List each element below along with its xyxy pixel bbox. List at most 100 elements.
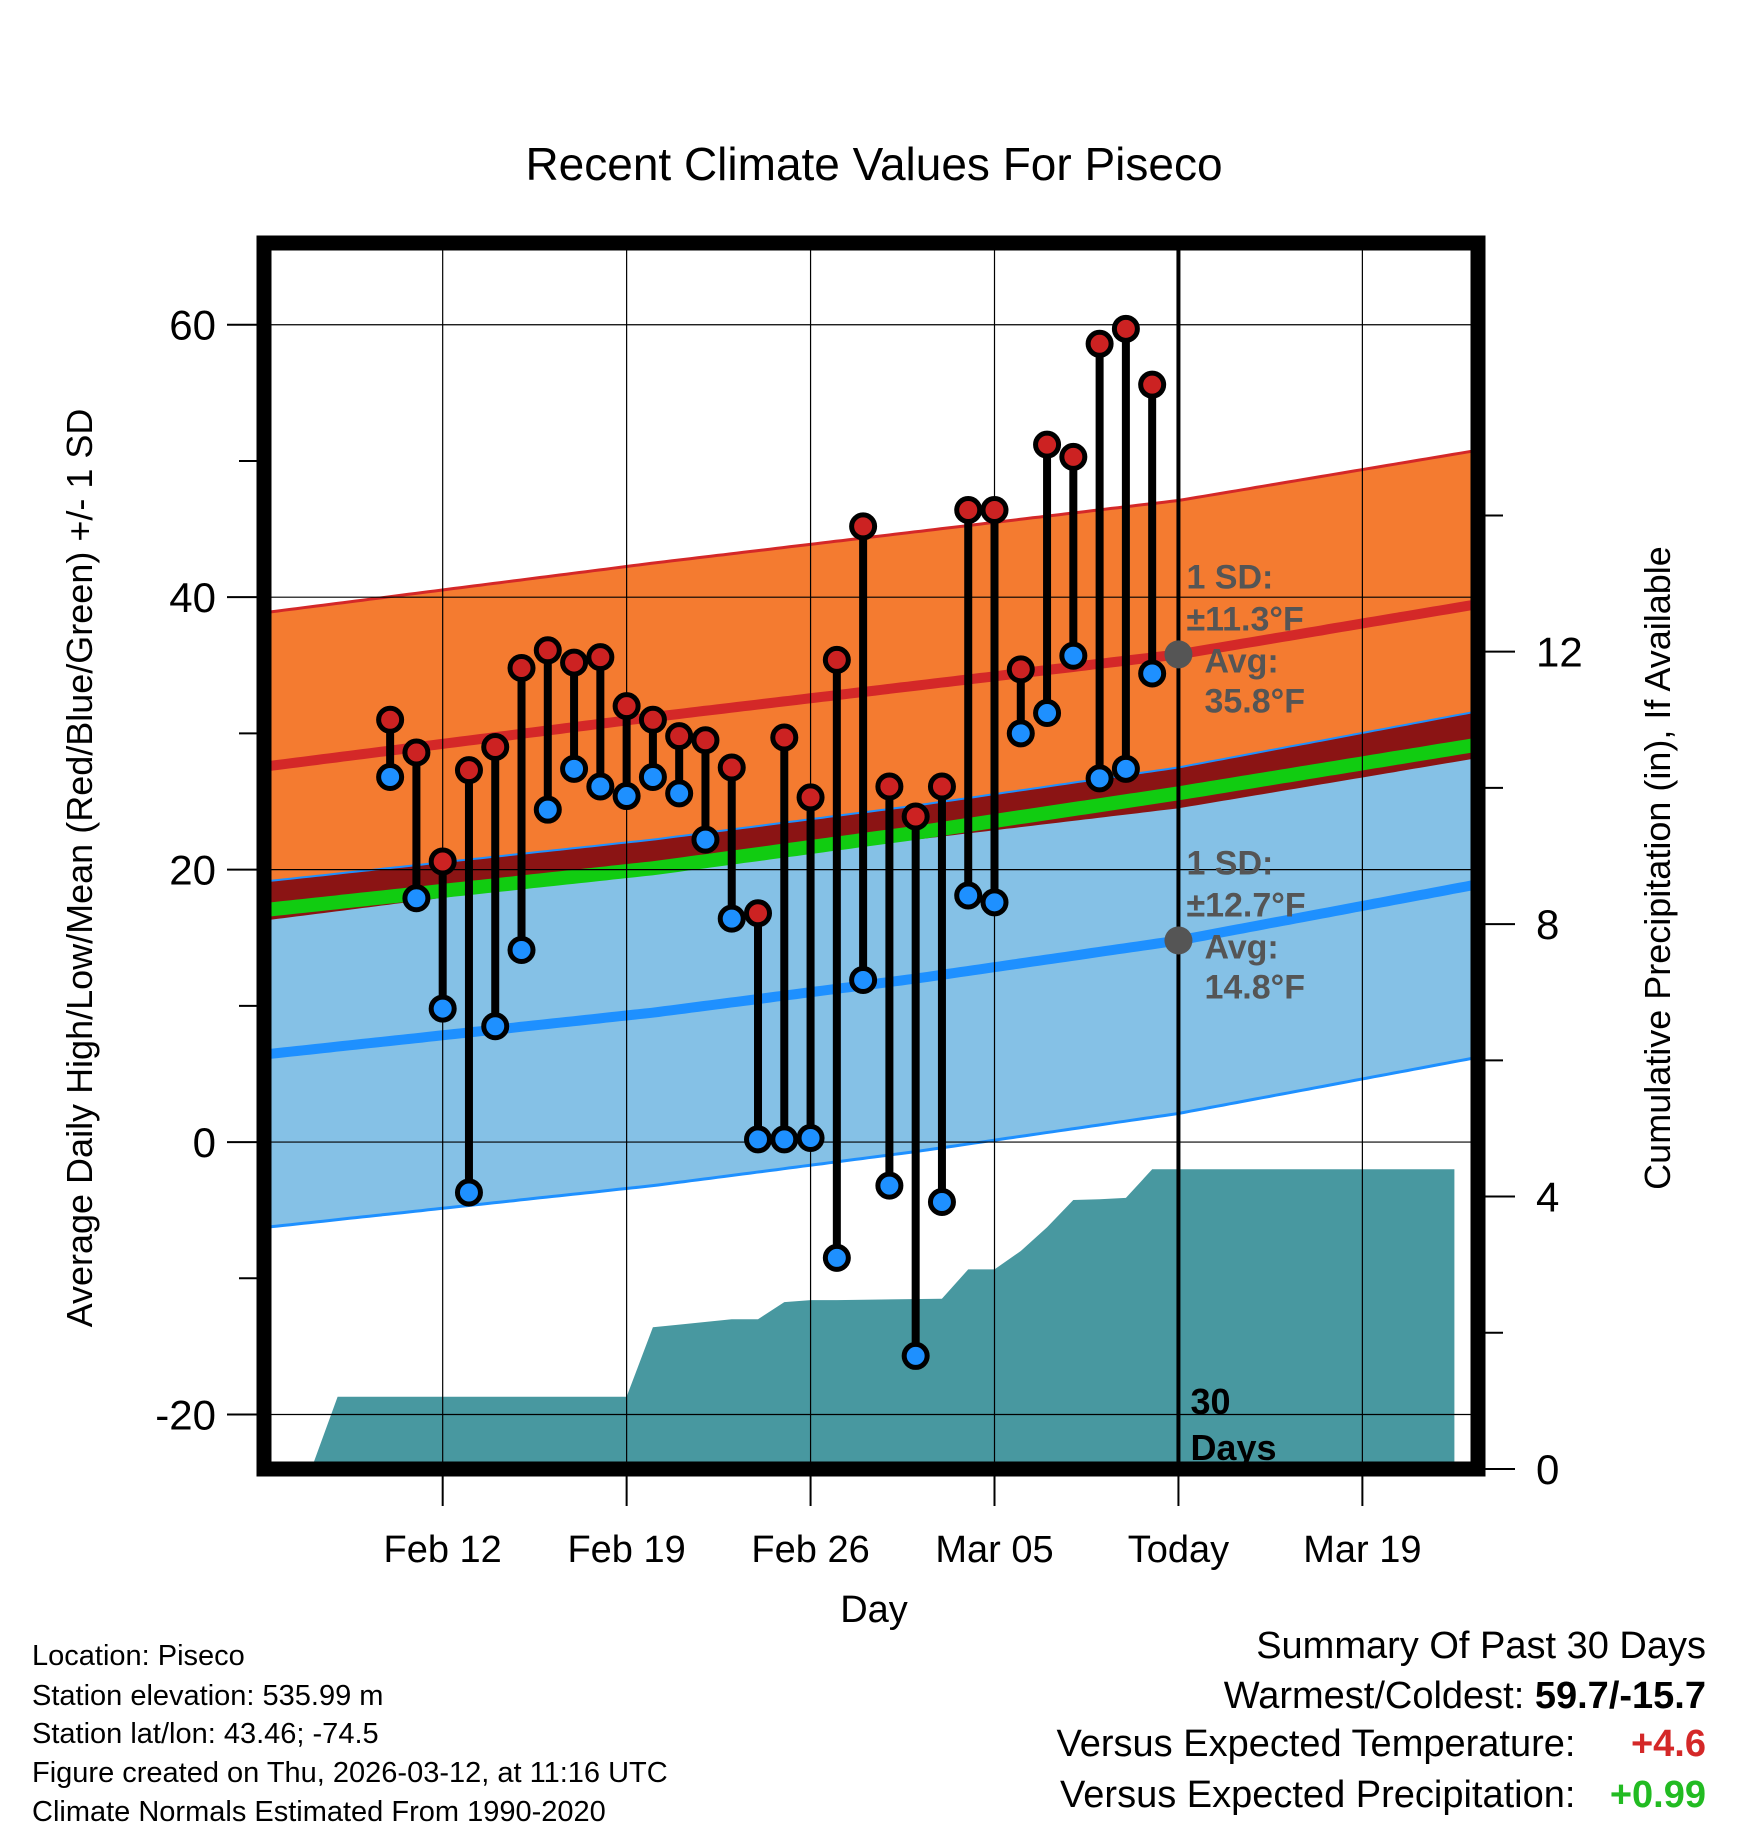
low-sd-value: ±12.7°F [1186,886,1305,924]
high-sd-label: 1 SD: [1186,558,1273,596]
y2-tick-label: 12 [1536,629,1583,676]
daily-low-point [612,782,641,811]
daily-low-point [980,888,1009,917]
axes: -20 0 20 40 60 0 4 8 12 Feb 12 Feb 19 Feb 26 Mar 05 T… [155,235,1583,1571]
summary-precip: Versus Expected Precipitation: +0.99 [1060,1774,1706,1817]
daily-high-point [1085,329,1114,358]
daily-low-point [1085,764,1114,793]
daily-low-point [376,762,405,791]
daily-low-point [1111,754,1140,783]
station-latlon: Station lat/lon: 43.46; -74.5 [32,1718,379,1750]
daily-high-point [1059,442,1088,471]
y2-axis-label: Cumulative Precipitation (in), If Availa… [1637,546,1678,1190]
daily-low-point [454,1178,483,1207]
band-overlap [264,712,1473,921]
daily-low-point [927,1188,956,1217]
daily-low-point [770,1125,799,1154]
daily-high-point [875,772,904,801]
warm-cold-label: Warmest/Coldest: [1223,1675,1525,1717]
today-low-normal-marker [1164,926,1193,955]
chart-title: Recent Climate Values For Piseco [525,138,1222,190]
daily-low-point [901,1341,930,1370]
today-days-label: 30 [1190,1381,1230,1422]
daily-low-point [1138,659,1167,688]
daily-high-point [428,847,457,876]
daily-high-point [954,495,983,524]
daily-high-point [402,738,431,767]
daily-high-point [586,643,615,672]
daily-high-point [376,705,405,734]
daily-low-point [849,965,878,994]
daily-low-point [586,772,615,801]
daily-low-point [1033,698,1062,727]
daily-high-point [1033,430,1062,459]
daily-low-point [665,779,694,808]
daily-low-point [560,754,589,783]
high-avg-label: Avg: [1204,642,1278,680]
y2-tick-label: 4 [1536,1174,1559,1221]
daily-low-point [717,904,746,933]
daily-low-point [875,1171,904,1200]
precip-label: Versus Expected Precipitation: [1060,1774,1576,1816]
daily-high-point [507,654,536,683]
location-name: Location: Piseco [32,1640,245,1672]
daily-low-point [954,881,983,910]
daily-high-point [691,726,720,755]
daily-low-point [1006,719,1035,748]
temp-label: Versus Expected Temperature: [1056,1723,1576,1765]
today-days-label: Days [1190,1427,1276,1468]
daily-low-point [533,795,562,824]
today-high-normal-marker [1164,640,1193,669]
daily-high-point [638,705,667,734]
warm-cold-value: 59.7/-15.7 [1534,1675,1706,1717]
daily-high-point [849,512,878,541]
daily-low-point [1059,641,1088,670]
daily-low-point [507,935,536,964]
x-tick-label: Feb 26 [751,1529,869,1571]
daily-high-point [533,636,562,665]
daily-high-point [901,802,930,831]
daily-low-point [428,994,457,1023]
daily-high-point [1138,370,1167,399]
y-tick-label: 60 [169,302,216,349]
low-avg-label: Avg: [1204,928,1278,966]
daily-low-point [402,884,431,913]
x-tick-label: Mar 19 [1303,1529,1421,1571]
daily-low-point [481,1012,510,1041]
x-axis-label: Day [840,1589,908,1631]
daily-low-point [744,1125,773,1154]
station-elevation: Station elevation: 535.99 m [32,1680,384,1712]
high-avg-value: 35.8°F [1204,682,1305,720]
daily-low-point [638,762,667,791]
daily-high-point [822,645,851,674]
high-sd-value: ±11.3°F [1186,600,1303,638]
summary-temp: Versus Expected Temperature: +4.6 [1057,1723,1706,1766]
y-tick-label: 40 [169,574,216,621]
precip-value: +0.99 [1609,1774,1706,1816]
temp-value: +4.6 [1630,1723,1706,1765]
y2-tick-label: 0 [1536,1446,1559,1493]
summary-warm-cold: Warmest/Coldest: 59.7/-15.7 [1224,1675,1706,1718]
daily-low-point [822,1243,851,1272]
x-tick-label: Today [1128,1529,1229,1571]
daily-high-point [665,722,694,751]
low-sd-label: 1 SD: [1186,844,1273,882]
summary-title: Summary Of Past 30 Days [1256,1625,1706,1667]
plot-frame [256,235,1486,1477]
daily-high-point [1006,655,1035,684]
x-tick-label: Feb 19 [567,1529,685,1571]
x-tick-label: Feb 12 [384,1529,502,1571]
y-tick-label: 0 [193,1119,216,1166]
y2-tick-label: 8 [1536,901,1559,948]
daily-high-point [717,753,746,782]
y-tick-label: -20 [155,1392,216,1439]
daily-high-point [770,723,799,752]
climate-normals-note: Climate Normals Estimated From 1990-2020 [32,1796,606,1828]
y-axis-label: Average Daily High/Low/Mean (Red/Blue/Gr… [59,409,100,1328]
daily-low-point [691,825,720,854]
daily-high-point [481,733,510,762]
precip-area [311,1169,1455,1469]
daily-high-point [1111,314,1140,343]
